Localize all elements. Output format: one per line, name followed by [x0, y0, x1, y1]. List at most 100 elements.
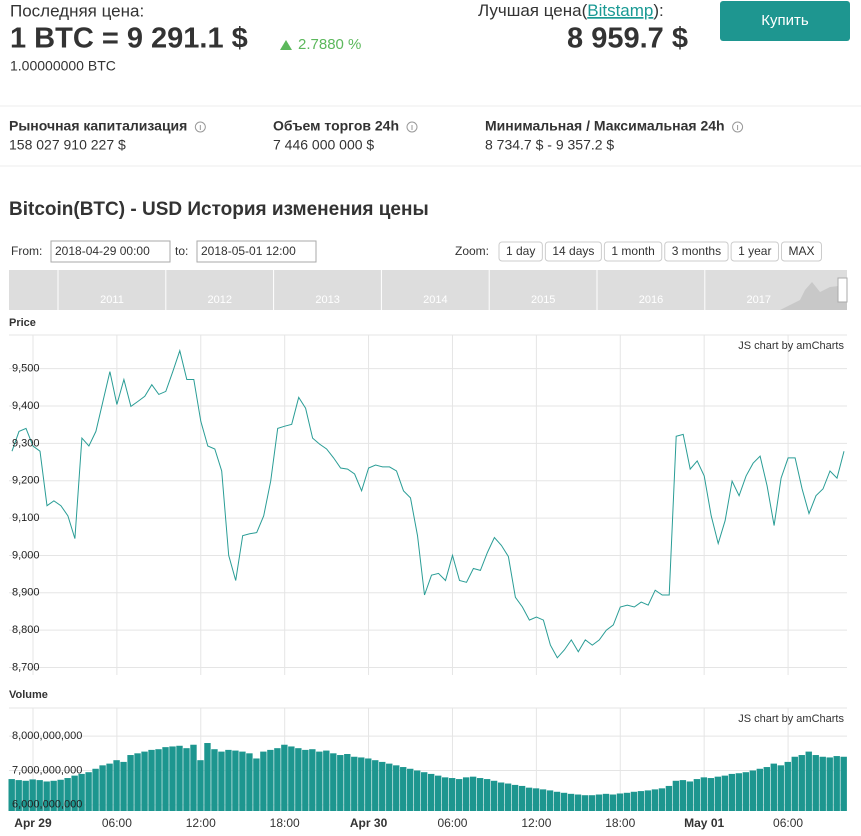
volume-bar: [92, 768, 99, 811]
to-input[interactable]: [196, 240, 317, 263]
volume-bar: [379, 761, 386, 811]
volume-bar: [812, 755, 819, 811]
x-tick-label: Apr 30: [350, 816, 388, 830]
zoom-button-label[interactable]: 1 year: [738, 244, 771, 258]
exchange-link[interactable]: Bitstamp: [587, 1, 653, 20]
to-value[interactable]: 2018-05-01 12:00: [201, 244, 296, 258]
from-value[interactable]: 2018-04-29 00:00: [55, 244, 150, 258]
volume-bar: [15, 780, 22, 811]
volume-bar: [267, 749, 274, 811]
volume-bar: [64, 778, 71, 811]
zoom-button-bg[interactable]: [664, 241, 729, 262]
buy-button-label[interactable]: Купить: [761, 12, 809, 29]
best-price-label: Лучшая цена(Bitstamp):: [478, 1, 664, 20]
navigator-year: 2017: [747, 294, 771, 306]
from-input[interactable]: [50, 240, 171, 263]
volume-bar: [141, 751, 148, 811]
volume-bar: [826, 757, 833, 811]
volume-bar: [22, 780, 29, 811]
volume-bar: [637, 791, 645, 811]
zoom-button-label[interactable]: MAX: [788, 244, 814, 258]
volume-bar: [169, 746, 176, 811]
x-tick-label: 06:00: [102, 816, 132, 830]
volume-bar: [428, 773, 435, 811]
zoom-button[interactable]: 1 day: [498, 241, 543, 262]
price-change: 2.7880 %: [298, 36, 361, 53]
zoom-button-label[interactable]: 1 month: [611, 244, 654, 258]
volume-bar: [36, 780, 43, 811]
volume-bar: [700, 777, 708, 811]
zoom-button-label[interactable]: 3 months: [672, 244, 721, 258]
x-tick-label: 18:00: [605, 816, 635, 830]
x-tick-label: 18:00: [270, 816, 300, 830]
zoom-button-bg[interactable]: [730, 241, 779, 262]
zoom-button[interactable]: 1 month: [603, 241, 663, 262]
volume-bar: [665, 785, 673, 811]
volume-bar: [393, 765, 400, 811]
zoom-button-bg[interactable]: [603, 241, 663, 262]
volume-bar: [644, 790, 652, 811]
volume-bar: [120, 761, 127, 811]
volume-bar: [204, 743, 211, 811]
volume-bar: [71, 775, 78, 811]
volume-bar: [127, 755, 134, 811]
volume-bar: [43, 781, 50, 811]
zoom-button[interactable]: MAX: [780, 241, 822, 262]
volume-bar: [511, 784, 519, 811]
volume-bar: [749, 770, 757, 811]
navigator-year: 2012: [208, 294, 232, 306]
chart-credit: JS chart by amCharts: [738, 340, 844, 352]
stat-value: 158 027 910 227 $: [9, 137, 126, 153]
volume-bar: [588, 795, 596, 811]
volume-bar: [595, 794, 603, 811]
chart-panel-title: Price: [9, 317, 36, 329]
volume-bar: [784, 761, 791, 811]
navigator: 2011 2012 2013 2014 2015 2016 2017: [9, 270, 848, 310]
info-icon: [732, 121, 744, 133]
volume-bar: [504, 783, 512, 811]
zoom-button-label[interactable]: 1 day: [506, 244, 535, 258]
x-tick-label: 06:00: [773, 816, 803, 830]
volume-bar: [323, 750, 330, 811]
y-tick-label: 8,700: [12, 661, 40, 673]
volume-bar: [462, 777, 470, 811]
volume-bar: [190, 744, 197, 811]
volume-bar: [469, 776, 477, 811]
volume-bar: [316, 751, 323, 811]
volume-bar: [246, 753, 253, 811]
volume-bar: [337, 755, 344, 811]
volume-bar: [386, 763, 393, 811]
volume-bar: [183, 748, 190, 811]
zoom-button[interactable]: 3 months: [664, 241, 729, 262]
buy-button[interactable]: Купить: [720, 1, 850, 41]
volume-bar: [155, 749, 162, 811]
buy-button-bg[interactable]: [720, 1, 850, 41]
volume-bar: [455, 779, 463, 811]
zoom-button-bg[interactable]: [780, 241, 822, 262]
navigator-bg: [9, 270, 847, 310]
volume-bar: [476, 778, 484, 811]
best-price-prefix: Лучшая цена(: [478, 1, 588, 20]
volume-bar: [99, 765, 106, 811]
volume-bar: [57, 779, 64, 811]
zoom-button[interactable]: 14 days: [544, 241, 602, 262]
zoom-button[interactable]: 1 year: [730, 241, 779, 262]
zoom-button-bg[interactable]: [498, 241, 543, 262]
y-tick-label: 8,800: [12, 624, 40, 636]
navigator-year: 2013: [315, 294, 339, 306]
zoom-button-label[interactable]: 14 days: [552, 244, 594, 258]
volume-bar: [225, 749, 232, 811]
volume-bar: [602, 793, 610, 811]
volume-bar: [50, 780, 57, 811]
zoom-label: Zoom:: [455, 244, 489, 258]
volume-bar: [756, 768, 763, 811]
zoom-button-bg[interactable]: [544, 241, 602, 262]
volume-bar: [658, 788, 666, 811]
volume-bar: [777, 765, 784, 811]
stats: Рыночная капитализация 158 027 910 227 $ О…: [9, 118, 744, 153]
navigator-handle[interactable]: [837, 277, 848, 303]
volume-bar: [218, 751, 225, 811]
volume-bar: [302, 749, 309, 811]
volume-bar: [372, 760, 379, 811]
